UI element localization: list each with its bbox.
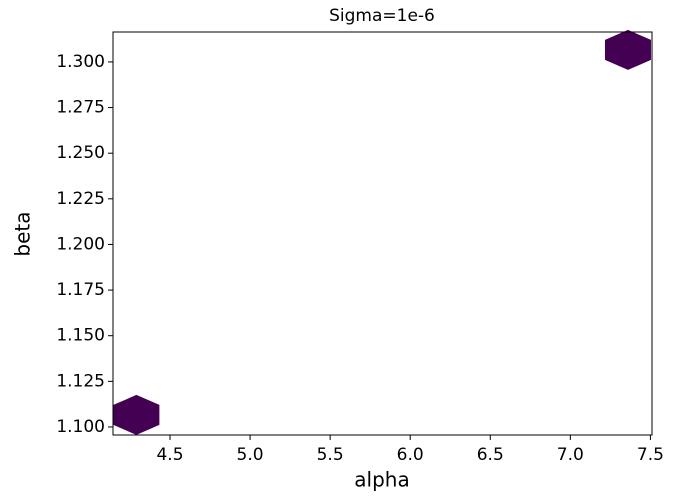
hexagon: [113, 394, 160, 435]
y-tick-label: 1.300: [56, 52, 105, 72]
axes-frame: [112, 31, 653, 436]
x-tick-label: 5.5: [317, 445, 344, 465]
y-tick-label: 1.250: [56, 143, 105, 163]
x-tick-label: 7.5: [637, 445, 664, 465]
x-tick-label: 6.5: [477, 445, 504, 465]
y-tick-label: 1.175: [56, 280, 105, 300]
x-tick-label: 7.0: [557, 445, 584, 465]
y-axis-label: beta: [11, 211, 35, 256]
y-tick-label: 1.100: [56, 417, 105, 437]
y-tick-label: 1.125: [56, 371, 105, 391]
x-tick-label: 5.0: [237, 445, 264, 465]
hexagon: [604, 29, 651, 70]
y-tick-label: 1.200: [56, 234, 105, 254]
x-tick-label: 4.5: [156, 445, 183, 465]
y-tick-label: 1.150: [56, 326, 105, 346]
x-axis-label: alpha: [354, 468, 409, 492]
y-tick-label: 1.225: [56, 189, 105, 209]
y-tick-label: 1.275: [56, 98, 105, 118]
plot-area: [113, 29, 651, 435]
x-tick-label: 6.0: [397, 445, 424, 465]
chart-title: Sigma=1e-6: [329, 6, 435, 26]
